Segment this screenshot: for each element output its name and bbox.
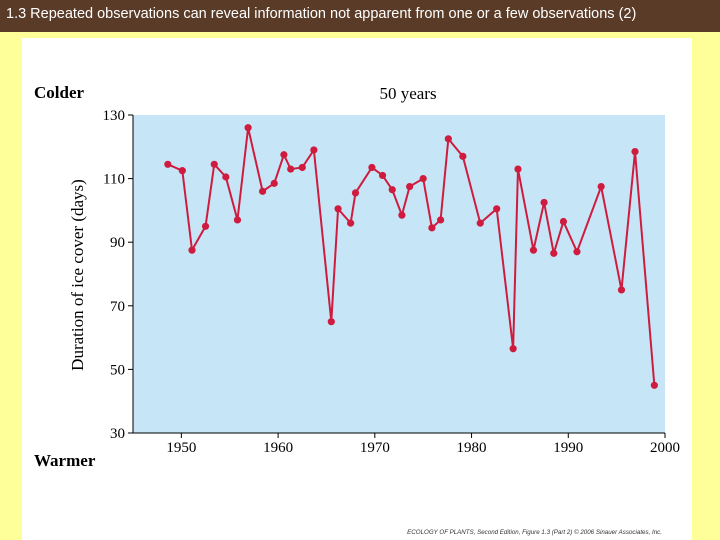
data-point <box>550 249 558 257</box>
data-point <box>259 187 267 195</box>
data-point <box>222 173 230 181</box>
data-point <box>514 165 522 173</box>
warmer-label: Warmer <box>34 451 96 470</box>
data-point <box>188 246 196 254</box>
data-point <box>244 124 252 132</box>
data-point <box>631 147 639 156</box>
data-point <box>327 318 335 326</box>
x-tick-label: 1980 <box>457 440 487 456</box>
figure-credit: ECOLOGY OF PLANTS, Second Edition, Figur… <box>407 529 662 536</box>
data-point <box>287 165 295 173</box>
data-point <box>597 182 605 191</box>
data-point <box>617 286 626 294</box>
y-tick-label: 110 <box>103 172 125 188</box>
x-tick-label: 1990 <box>553 440 583 456</box>
x-tick-label: 1960 <box>263 440 293 456</box>
slide-title: 1.3 Repeated observations can reveal inf… <box>6 6 637 22</box>
data-points <box>164 124 658 389</box>
slide-title-bar: 1.3 Repeated observations can reveal inf… <box>0 0 720 32</box>
x-tick-label: 2000 <box>650 440 680 456</box>
colder-label: Colder <box>34 83 85 102</box>
data-point <box>233 216 242 224</box>
data-point <box>444 135 452 143</box>
data-point <box>351 189 360 197</box>
y-tick-label: 90 <box>110 235 125 251</box>
data-point <box>650 381 658 389</box>
y-axis-label: Duration of ice cover (days) <box>68 179 87 371</box>
data-point <box>573 248 581 256</box>
data-point <box>310 146 318 154</box>
data-point <box>406 182 414 191</box>
plot-area <box>133 115 665 433</box>
data-point <box>428 224 436 232</box>
chart-title: 50 years <box>379 84 436 103</box>
data-point <box>529 246 538 254</box>
data-point <box>398 211 406 219</box>
data-point <box>280 151 288 159</box>
data-point <box>201 222 210 230</box>
data-point <box>540 198 548 207</box>
y-tick-label: 70 <box>110 299 125 315</box>
data-point <box>164 160 172 168</box>
data-point <box>378 171 387 180</box>
data-point <box>493 205 501 213</box>
y-tick-label: 30 <box>110 426 125 442</box>
x-tick-label: 1970 <box>360 440 390 456</box>
data-point <box>298 163 306 172</box>
data-point <box>559 217 568 226</box>
y-ticks: 30 50 70 90 110 130 <box>103 108 133 442</box>
data-point <box>459 152 467 160</box>
y-tick-label: 50 <box>110 362 125 378</box>
data-point <box>270 179 278 187</box>
y-tick-label: 130 <box>103 108 126 124</box>
data-point <box>509 345 517 353</box>
data-point <box>210 160 218 168</box>
data-point <box>436 216 445 224</box>
data-point <box>334 205 342 213</box>
data-point <box>368 163 376 172</box>
data-point <box>347 219 355 227</box>
data-point <box>388 186 396 194</box>
x-tick-label: 1950 <box>166 440 196 456</box>
data-point <box>178 167 186 175</box>
x-ticks: 1950 1960 1970 1980 1990 2000 <box>166 433 680 456</box>
data-point <box>476 219 484 227</box>
data-point <box>419 175 427 183</box>
